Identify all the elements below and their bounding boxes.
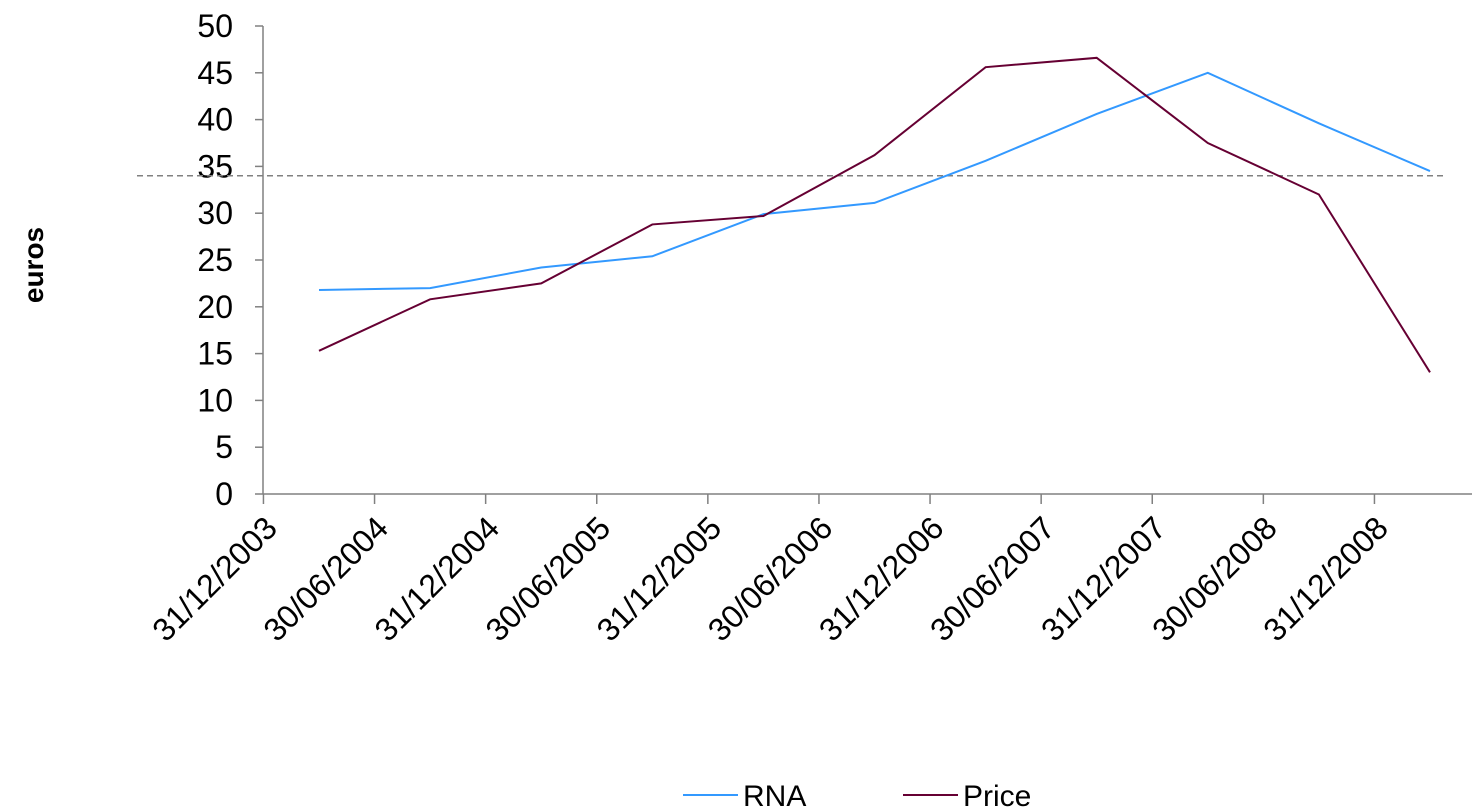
legend-label-rna: RNA	[743, 780, 806, 811]
y-tick-label: 40	[197, 102, 233, 138]
legend: RNA Price	[683, 780, 1031, 811]
y-tick-label: 50	[197, 8, 233, 44]
y-tick-label: 10	[197, 382, 233, 418]
y-tick-label: 20	[197, 289, 233, 325]
y-tick-label: 45	[197, 55, 233, 91]
x-axis-ticks: 31/12/200330/06/200431/12/200430/06/2005…	[145, 494, 1395, 648]
y-tick-label: 35	[197, 148, 233, 184]
y-tick-label: 5	[215, 429, 233, 465]
y-axis-title: euros	[18, 227, 49, 303]
y-tick-label: 15	[197, 336, 233, 372]
y-tick-label: 25	[197, 242, 233, 278]
y-tick-label: 30	[197, 195, 233, 231]
y-axis-ticks: 0 5 10 15 20 25 30 35 40 45 50	[197, 8, 263, 512]
series-line-rna	[318, 71, 1431, 291]
series-line-price	[318, 56, 1431, 373]
legend-label-price: Price	[963, 780, 1031, 811]
series-lines	[318, 56, 1431, 373]
y-tick-label: 0	[215, 476, 233, 512]
